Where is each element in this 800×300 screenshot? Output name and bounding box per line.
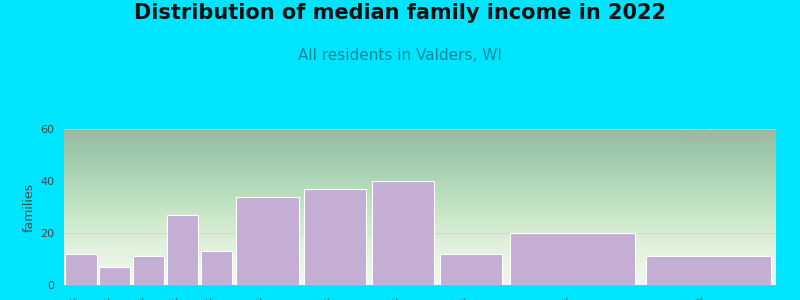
Bar (99, 267, 130, 285)
Text: All residents in Valders, WI: All residents in Valders, WI (298, 48, 502, 63)
Text: Distribution of median family income in 2022: Distribution of median family income in … (134, 3, 666, 23)
Bar (201, 251, 232, 285)
Bar (646, 256, 770, 285)
Bar (440, 254, 502, 285)
Bar (133, 256, 164, 285)
Bar (66, 254, 97, 285)
Text: City-Data.com: City-Data.com (682, 134, 762, 144)
Bar (167, 215, 198, 285)
Bar (236, 196, 298, 285)
Bar (304, 189, 366, 285)
Bar (372, 181, 434, 285)
Bar (510, 233, 635, 285)
Y-axis label: families: families (23, 182, 36, 232)
